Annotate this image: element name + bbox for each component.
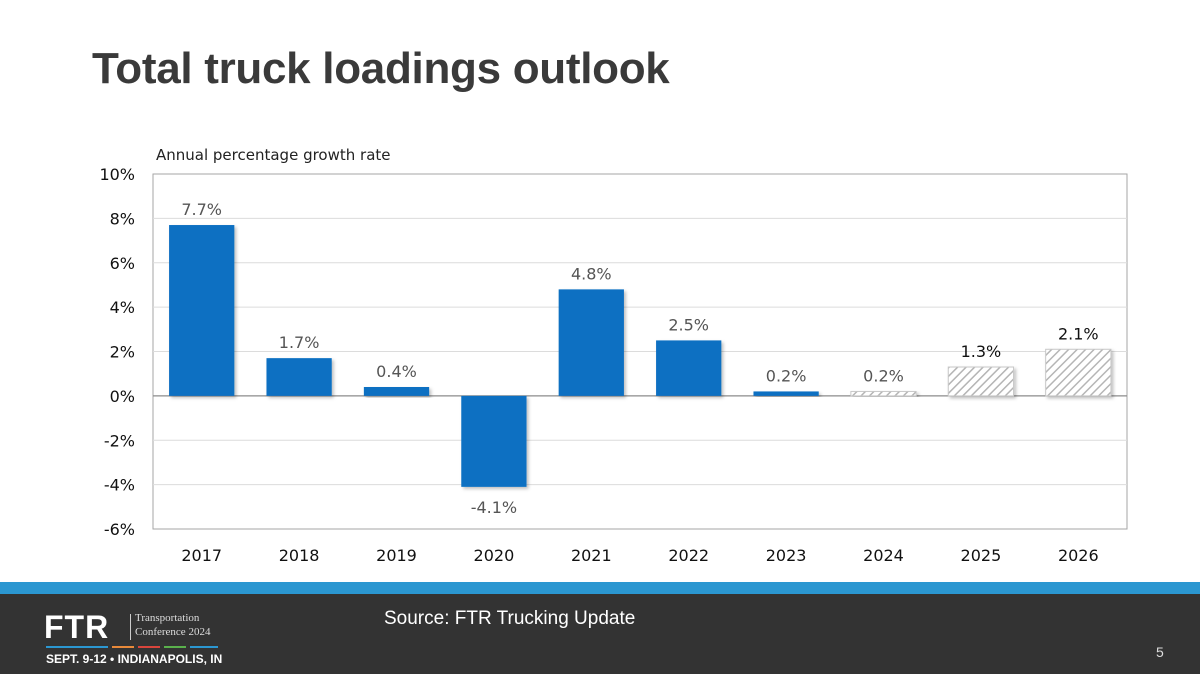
data-label: 4.8% <box>571 264 612 283</box>
x-tick-label: 2017 <box>181 546 222 565</box>
x-tick-label: 2024 <box>863 546 904 565</box>
logo-brand: FTR <box>44 609 110 645</box>
bar <box>558 289 624 396</box>
bar <box>753 391 819 396</box>
y-tick-label: 10% <box>99 165 135 184</box>
y-tick-label: 0% <box>110 387 135 406</box>
y-tick-label: 8% <box>110 209 135 228</box>
data-label: 0.2% <box>863 366 904 385</box>
forecast-bar <box>1045 348 1112 397</box>
x-tick-label: 2022 <box>668 546 709 565</box>
logo-stripe <box>112 646 134 648</box>
data-label: 1.7% <box>279 333 320 352</box>
bar <box>169 225 235 396</box>
x-tick-label: 2020 <box>474 546 515 565</box>
logo-stripe <box>138 646 160 648</box>
bar <box>266 358 332 396</box>
footer-accent-bar <box>0 582 1200 594</box>
logo-color-stripes <box>46 646 218 648</box>
page-number: 5 <box>1156 644 1164 660</box>
y-tick-label: 6% <box>110 254 135 273</box>
data-label: 7.7% <box>181 200 222 219</box>
x-tick-label: 2021 <box>571 546 612 565</box>
y-tick-label: -2% <box>104 431 135 450</box>
y-tick-label: -4% <box>104 476 135 495</box>
data-label: 2.5% <box>668 315 709 334</box>
y-tick-label: 4% <box>110 298 135 317</box>
forecast-bar <box>947 366 1015 397</box>
footer: FTR Transportation Conference 2024 SEPT.… <box>0 594 1200 674</box>
bar <box>656 340 722 396</box>
bar <box>363 387 430 396</box>
logo-stripe <box>46 646 108 648</box>
bar <box>461 395 527 487</box>
data-label: 1.3% <box>961 342 1002 361</box>
data-label: -4.1% <box>471 498 517 517</box>
data-label: 2.1% <box>1058 324 1099 343</box>
logo-dates: SEPT. 9-12 • INDIANAPOLIS, IN <box>46 652 223 666</box>
logo-stripe <box>164 646 186 648</box>
y-tick-label: 2% <box>110 343 135 362</box>
y-axis-title: Annual percentage growth rate <box>156 146 391 164</box>
logo-line-2: Conference 2024 <box>135 626 211 638</box>
forecast-bar <box>850 390 917 397</box>
logo-divider <box>130 614 131 640</box>
data-label: 0.4% <box>376 362 417 381</box>
logo-line-1: Transportation <box>135 612 200 624</box>
source-note: Source: FTR Trucking Update <box>384 608 636 629</box>
data-label: 0.2% <box>766 366 807 385</box>
x-tick-label: 2026 <box>1058 546 1099 565</box>
x-tick-label: 2023 <box>766 546 807 565</box>
bar-chart: Annual percentage growth rate 10% 8% 6% 4% 2… <box>99 146 1128 565</box>
y-tick-label: -6% <box>104 520 135 539</box>
slide-title: Total truck loadings outlook <box>92 44 670 93</box>
logo-stripe <box>190 646 218 648</box>
x-tick-label: 2025 <box>961 546 1002 565</box>
x-tick-label: 2019 <box>376 546 417 565</box>
x-tick-label: 2018 <box>279 546 320 565</box>
